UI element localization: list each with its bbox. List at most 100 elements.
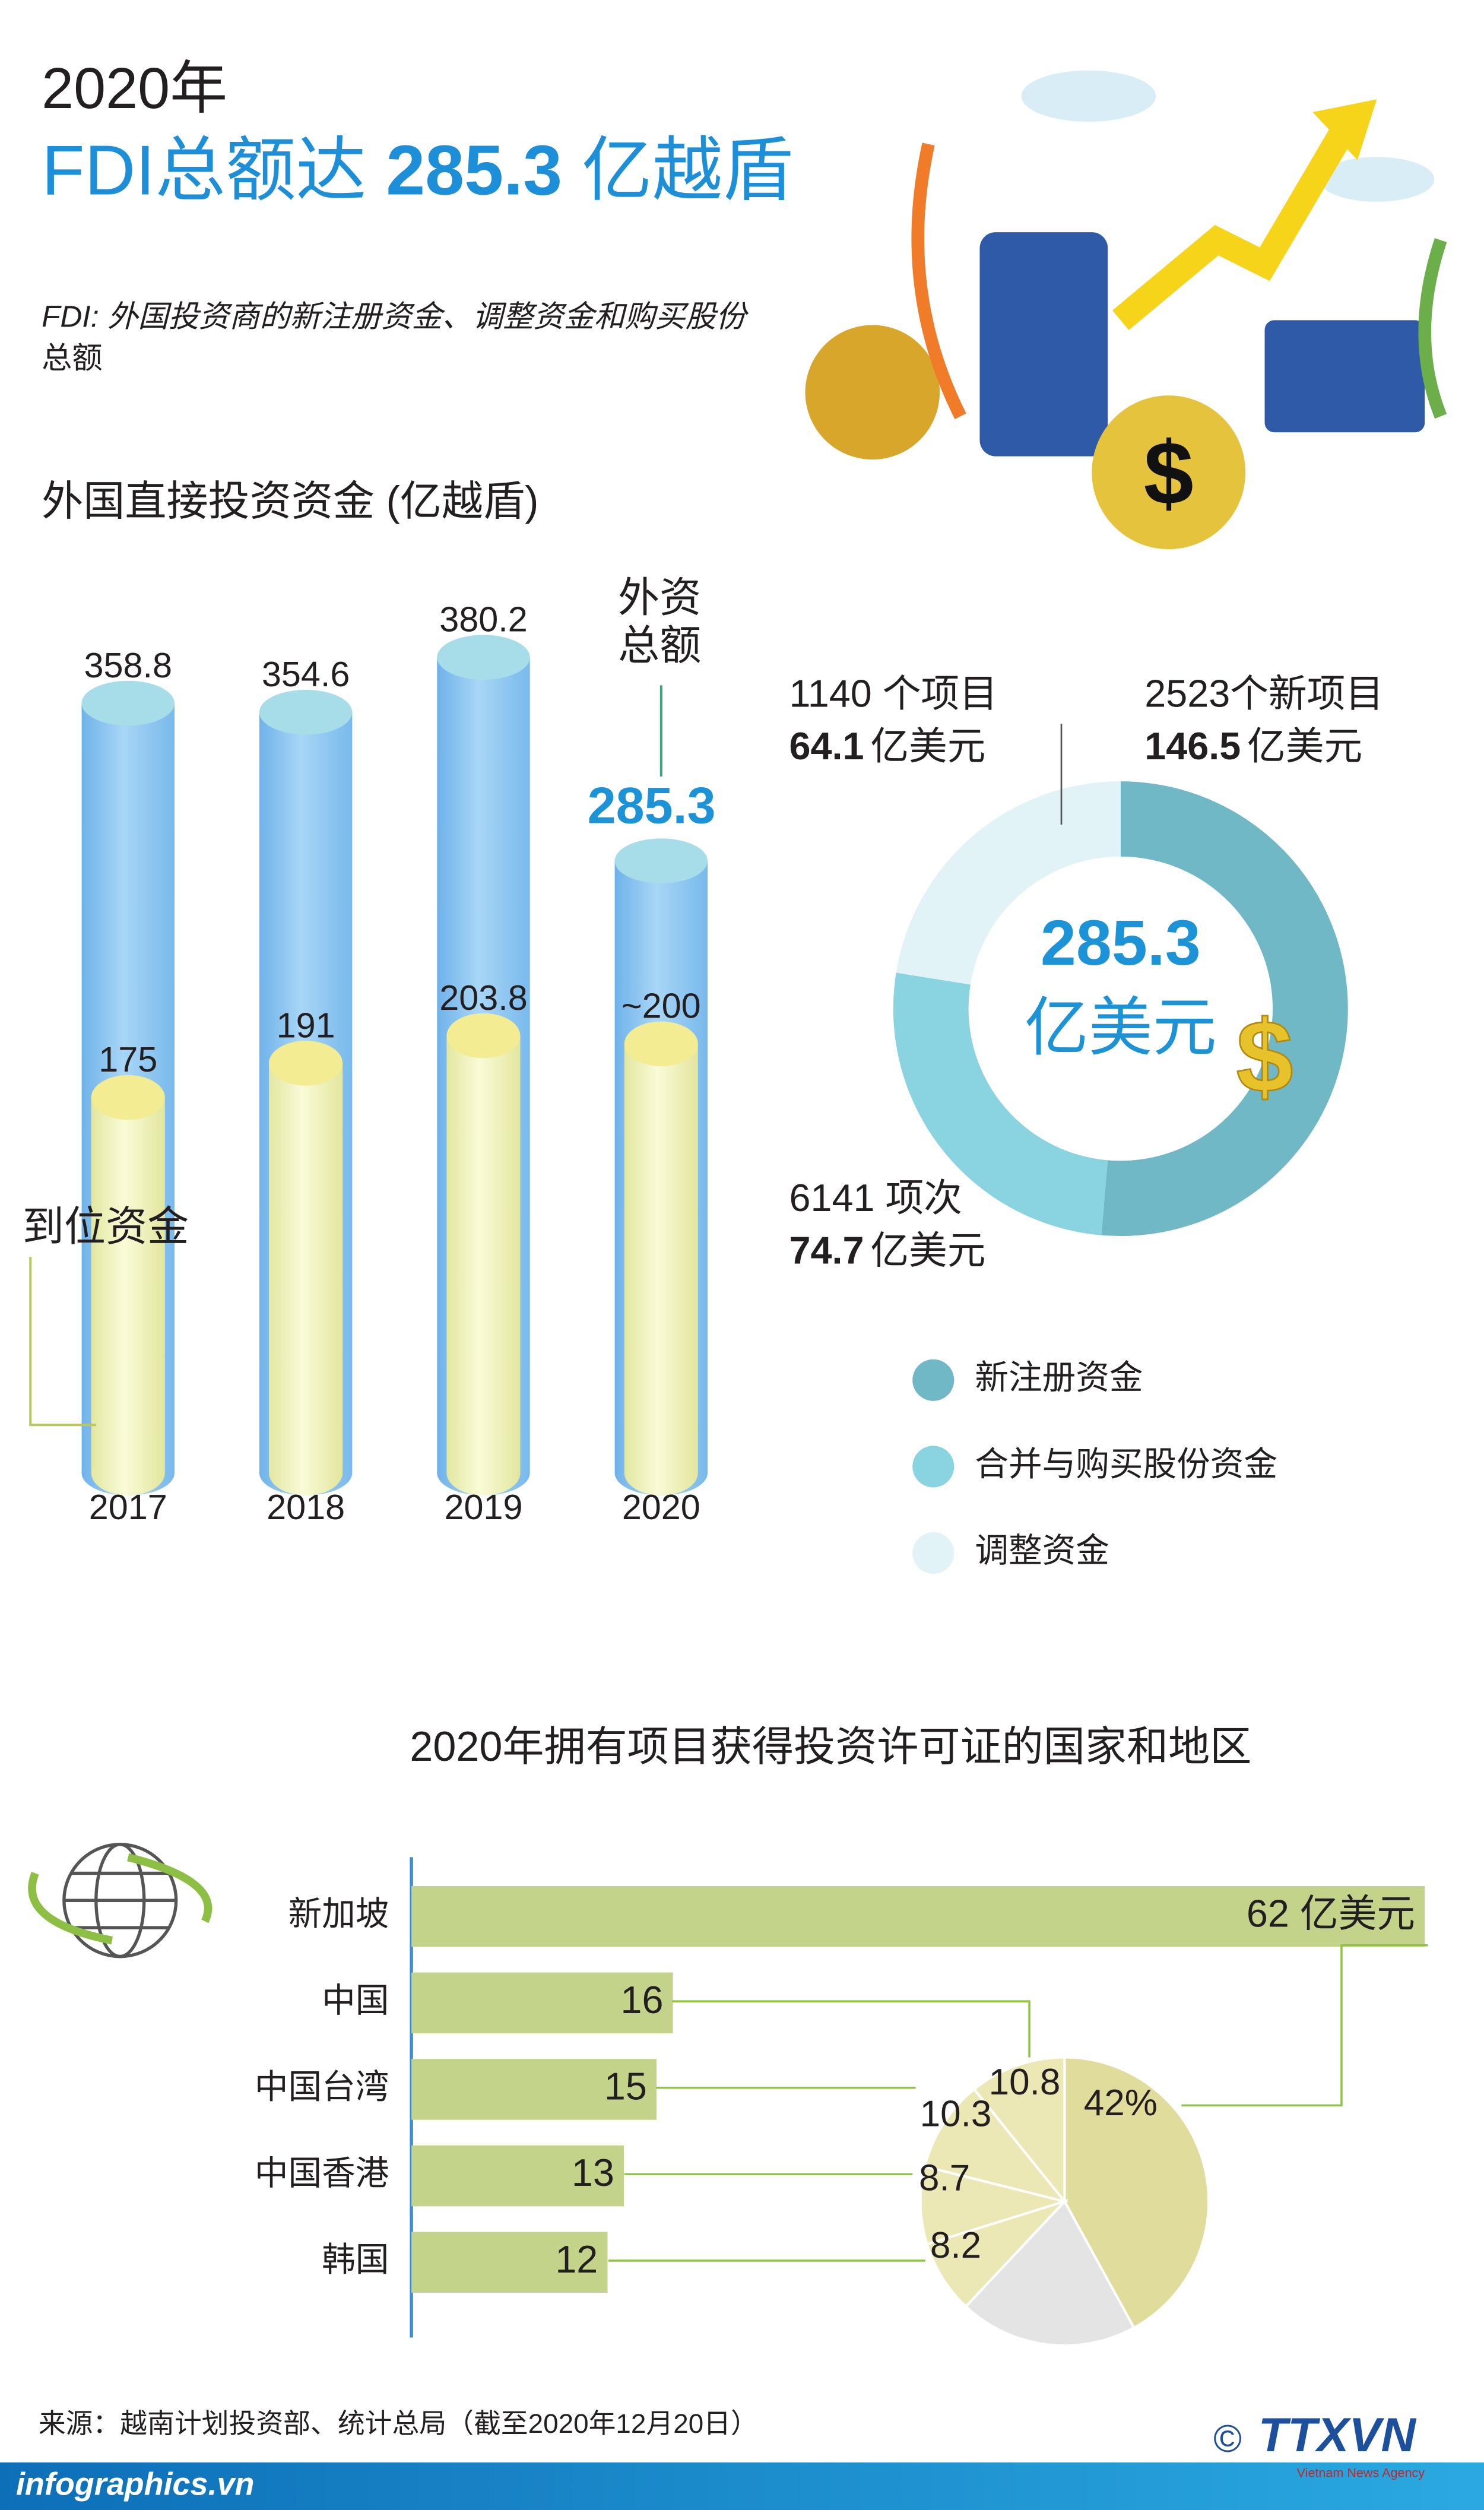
y-tick-label: 韩国 [322,2242,389,2279]
segment-value-number: 74.7 [789,1229,864,1272]
svg-text:$: $ [1144,423,1194,524]
value-label: ~200 [621,986,701,1026]
segment-value-unit: 亿美元 [870,1229,985,1272]
segment-value-unit: 亿美元 [870,724,985,768]
segment-label: 6141 项次 [789,1176,962,1219]
dollar-icon: $ [1236,999,1293,1114]
y-tick-label: 中国 [322,1982,389,2020]
segment-value: 74.7 亿美元 [789,1229,986,1272]
segment-label: 1140 个项目 [789,671,998,715]
callout-line [29,1257,96,1427]
cylinder-body [269,1063,343,1473]
connector [672,2000,1030,2058]
value-label: 191 [277,1005,335,1045]
pie-label: 10.3 [920,2094,992,2135]
legend-label: 新注册资金 [975,1359,1143,1397]
cylinder-body [446,1035,521,1473]
title-value: 285.3 [386,132,562,210]
donut-segment [896,781,1121,985]
legend-label: 合并与购买股份资金 [975,1446,1277,1483]
donut-segment [893,972,1108,1235]
series-label-text: 外资总额 [617,573,702,670]
value-label: 380.2 [439,600,527,639]
title-pre: FDI总额达 [42,132,366,210]
segment-value-unit: 亿美元 [1247,724,1362,768]
connector [1181,1944,1428,2107]
pie-slice [923,2087,1068,2204]
bar [411,1885,1425,1947]
source: 来源：越南计划投资部、统计总局（截至2020年12月20日） [39,2408,758,2439]
x-tick-label: 2018 [267,1487,345,1527]
value-label: 62 亿美元 [1247,1891,1415,1935]
donut-segment [1101,781,1348,1237]
value-label-highlight: 285.3 [588,778,716,835]
x-tick-label: 2017 [89,1487,167,1527]
segment-value-number: 146.5 [1144,724,1241,768]
cylinder-bottom [269,1450,343,1495]
segment-value-number: 64.1 [789,724,864,768]
value-label: 203.8 [439,978,527,1018]
pie-slice [925,2199,1069,2309]
value-label: 13 [572,2151,614,2194]
bar [411,2232,608,2293]
legend-label: 调整资金 [975,1532,1109,1570]
note-line: FDI: 外国投资商的新注册资金、调整资金和购买股份 [42,299,749,333]
series-label: 外资总额 [617,573,702,670]
copyright-icon: © [1213,2417,1242,2460]
cylinder-top [259,689,353,735]
bar [411,2059,657,2120]
pie-slice [1063,2056,1210,2330]
y-tick-label: 新加坡 [288,1896,389,1933]
value-label: 12 [555,2238,598,2281]
bar [411,2145,624,2207]
title-post: 亿越盾 [582,132,793,210]
segment-label: 2523个新项目 [1144,671,1384,715]
cylinder-top [614,838,708,883]
donut-total-unit: 亿美元 [1025,991,1217,1063]
pie-slice [964,2199,1136,2347]
value-label: 16 [620,1978,663,2021]
value-label: 175 [99,1040,157,1079]
y-tick-label: 中国台湾 [255,2068,389,2106]
cylinder-top [446,1013,521,1058]
footer-bar [0,2462,1484,2510]
title-year: 2020年 [42,56,227,121]
cylinder-top [81,680,175,726]
value-label: 354.6 [262,654,350,694]
bar [411,1972,673,2034]
cylinder-top [91,1075,165,1120]
footer-agency: TTXVN [1258,2408,1417,2462]
segment-value: 64.1 亿美元 [789,724,986,768]
pie-slice [972,2056,1066,2205]
cylinder-top [624,1021,698,1067]
title: FDI总额达 285.3 亿越盾 [42,132,793,210]
cylinder-body [91,1097,165,1473]
legend-swatch [912,1532,955,1574]
legend-swatch [912,1446,955,1488]
legend-swatch [912,1359,955,1401]
pie-label: 8.2 [930,2225,981,2266]
cylinder-bottom [624,1450,698,1495]
chart-title: 外国直接投资资金 (亿越盾) [42,478,538,524]
value-label: 15 [604,2065,647,2108]
chart-title: 2020年拥有项目获得投资许可证的国家和地区 [410,1723,1251,1770]
series-label: 到位资金 [23,1203,189,1250]
footer-agency-en: Vietnam News Agency [1297,2465,1425,2480]
cylinder-body [624,1044,698,1473]
footer-site: infographics.vn [16,2467,254,2502]
illustration: $ [805,70,1447,550]
value-label: 358.8 [84,645,172,685]
x-tick-label: 2019 [444,1487,522,1527]
x-tick-label: 2020 [622,1487,700,1527]
cylinder-bottom [446,1450,521,1495]
pie-label: 8.7 [919,2158,970,2199]
pie-slice [919,2164,1069,2246]
cylinder-top [269,1041,343,1086]
pie-label: 42% [1084,2083,1158,2124]
pie-label: 10.8 [989,2062,1061,2103]
cylinder-bottom [91,1450,165,1495]
globe-icon [28,1843,213,1958]
note-line: 总额 [42,341,102,375]
